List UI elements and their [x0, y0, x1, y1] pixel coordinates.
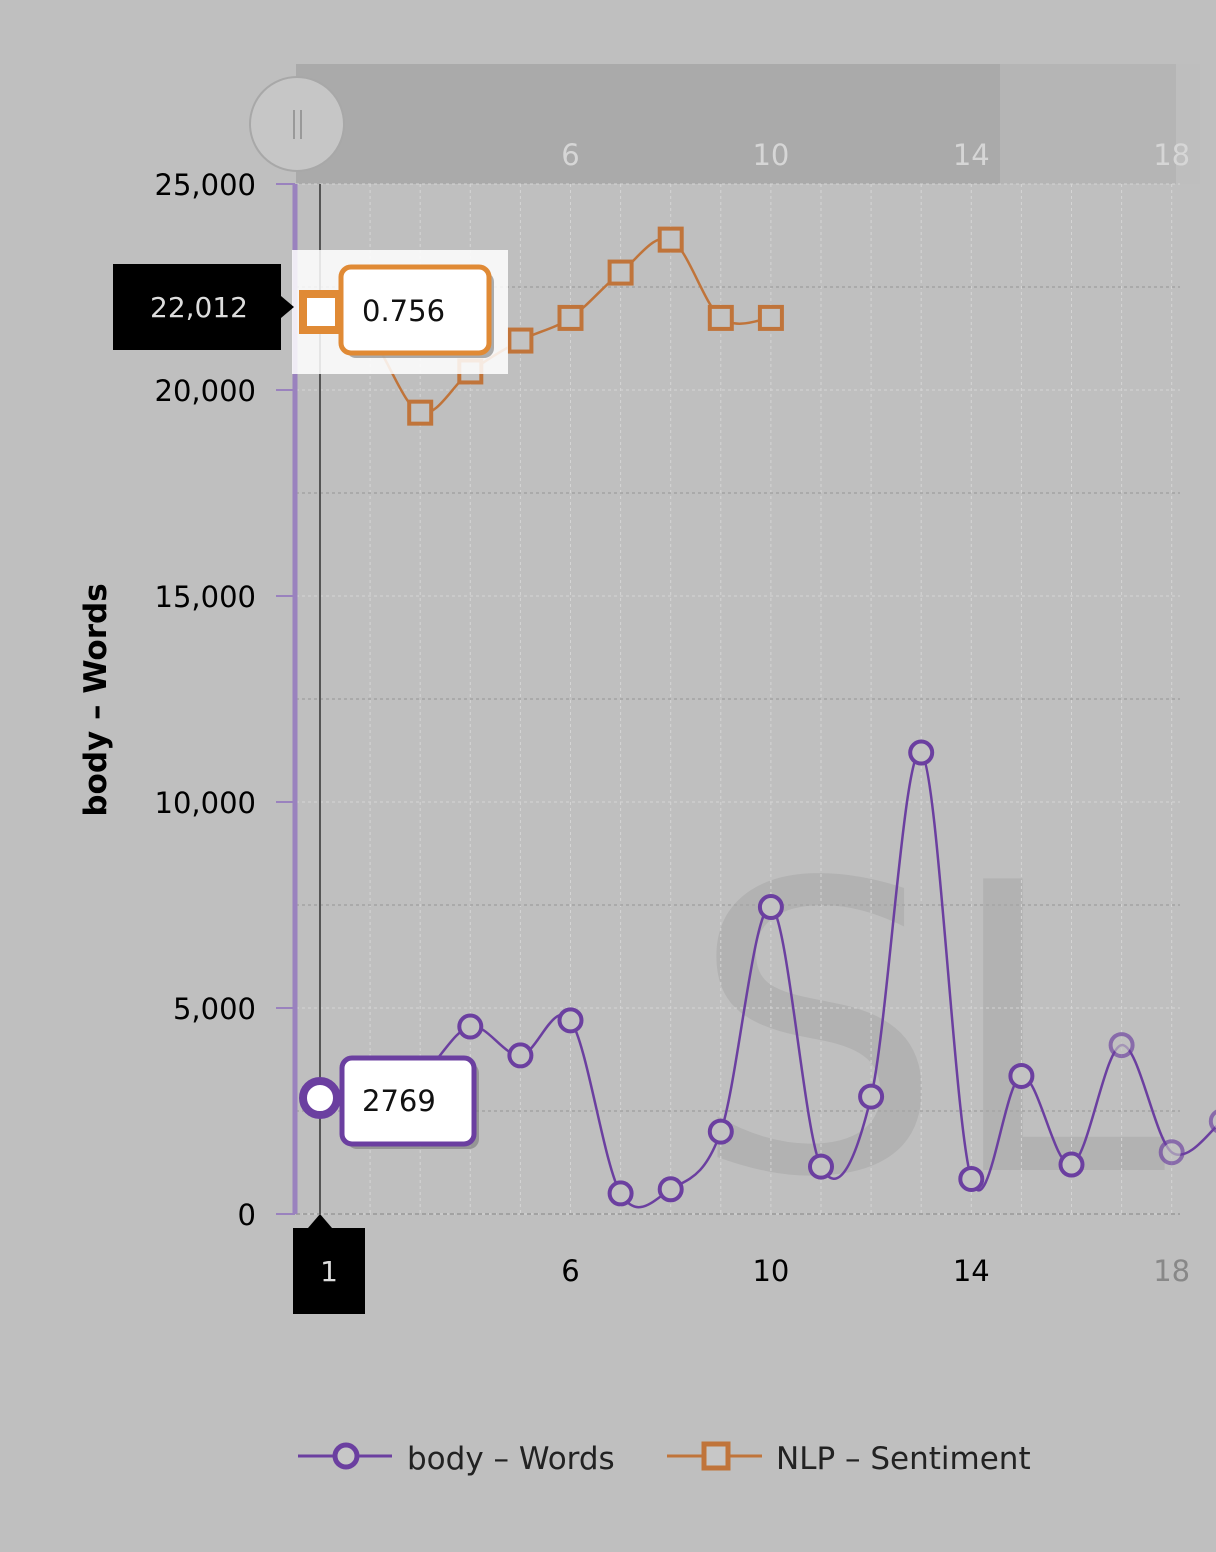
- navigator-fade: [1000, 64, 1200, 184]
- data-point-words: [507, 1042, 534, 1069]
- active-marker-sentiment[interactable]: [299, 290, 343, 334]
- data-point-sentiment: [407, 399, 434, 426]
- tooltip-sentiment-text: 0.756: [362, 294, 445, 328]
- data-point-words: [858, 1083, 885, 1110]
- data-point-words: [457, 1013, 484, 1040]
- data-point-words: [1108, 1032, 1135, 1059]
- x-ticks: 6 10 14 18: [561, 1254, 1190, 1288]
- data-point-words: [1158, 1139, 1185, 1166]
- crosshair-y-label: 22,012: [113, 264, 294, 350]
- navigator-handle[interactable]: [249, 76, 345, 172]
- tooltip-sentiment: 0.756: [338, 264, 494, 358]
- active-marker-words[interactable]: [299, 1077, 341, 1119]
- grid: [296, 183, 1180, 1215]
- x-tick-label: 6: [561, 1254, 579, 1288]
- y-ticks: 0 5,000 10,000 15,000 20,000 25,000: [155, 168, 295, 1232]
- crosshair-x-label: 1: [293, 1214, 365, 1314]
- legend-item-sentiment[interactable]: NLP – Sentiment: [667, 1441, 1031, 1477]
- data-point-sentiment: [707, 304, 734, 331]
- data-point-words: [757, 894, 784, 921]
- data-point-words: [707, 1118, 734, 1145]
- crosshair-x-text: 1: [320, 1255, 338, 1288]
- x-tick-label: 18: [1153, 1254, 1190, 1288]
- data-point-words: [557, 1007, 584, 1034]
- legend-item-words[interactable]: body – Words: [298, 1441, 615, 1477]
- y-tick-label: 5,000: [173, 992, 256, 1026]
- navigator-tick-label: 14: [953, 138, 990, 172]
- tooltip-words: 2769: [339, 1055, 479, 1149]
- series-sentiment: [319, 226, 784, 426]
- y-tick-label: 15,000: [155, 580, 256, 614]
- y-tick-label: 20,000: [155, 374, 256, 408]
- data-point-words: [908, 739, 935, 766]
- data-point-words: [1208, 1109, 1216, 1133]
- data-point-words: [1008, 1062, 1035, 1089]
- data-point-words: [958, 1165, 985, 1192]
- data-point-words: [657, 1176, 684, 1203]
- watermark: SL: [690, 800, 1169, 1265]
- data-point-sentiment: [757, 304, 784, 331]
- data-point-words: [1058, 1151, 1085, 1178]
- crosshair-y-text: 22,012: [150, 291, 248, 324]
- legend-label-sentiment: NLP – Sentiment: [776, 1441, 1031, 1477]
- legend: body – Words NLP – Sentiment: [298, 1441, 1031, 1477]
- legend-circle-marker: [332, 1442, 360, 1470]
- series-line-sentiment: [319, 237, 772, 415]
- data-point-sentiment: [507, 327, 534, 354]
- y-axis-label: body – Words: [78, 583, 114, 816]
- navigator-tick-label: 10: [752, 138, 789, 172]
- legend-label-words: body – Words: [407, 1441, 615, 1477]
- data-point-sentiment: [557, 304, 584, 331]
- legend-square-marker: [701, 1441, 731, 1471]
- navigator-tick-label: 6: [561, 138, 579, 172]
- data-point-words: [808, 1153, 834, 1180]
- navigator-tick-label: 18: [1153, 138, 1190, 172]
- data-point-words: [607, 1180, 634, 1207]
- data-point-sentiment: [607, 259, 634, 286]
- y-tick-label: 10,000: [155, 786, 256, 820]
- navigator-ticks: 6 10 14 18: [561, 138, 1190, 172]
- x-tick-label: 10: [752, 1254, 789, 1288]
- y-tick-label: 0: [238, 1198, 256, 1232]
- x-tick-label: 14: [953, 1254, 990, 1288]
- data-point-sentiment: [657, 226, 684, 253]
- y-tick-label: 25,000: [155, 168, 256, 202]
- tooltip-words-text: 2769: [362, 1084, 436, 1118]
